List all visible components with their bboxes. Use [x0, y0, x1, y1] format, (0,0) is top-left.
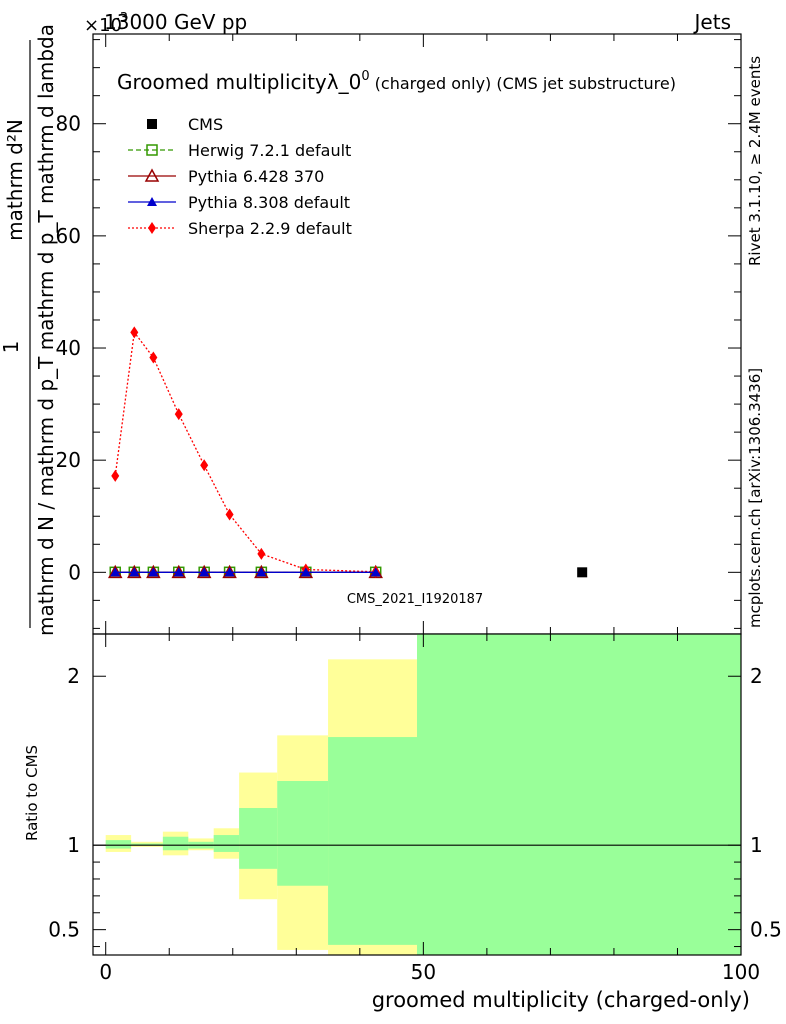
ratio-frame: [92, 633, 742, 956]
data-point-sherpa-2-2-9-default: [200, 459, 209, 472]
legend-item-herwig-7-2-1-default: Herwig 7.2.1 default: [128, 141, 351, 160]
ratio-y-tick-label-left: 0.5: [48, 918, 80, 942]
series-line-sherpa-2-2-9-default: [114, 330, 376, 573]
ratio-panel: 0 50 100 0.5 0.5 1 1 2 2: [48, 633, 782, 984]
legend-label: CMS: [188, 115, 223, 134]
ratio-band-stat-bin-7: [328, 737, 417, 945]
ratio-band-stat-bin-1: [131, 843, 163, 846]
data-point-pythia-8-308-default: [370, 567, 381, 577]
ylabel-numerator: mathrm d²N: [3, 119, 27, 241]
legend-label: Sherpa 2.2.9 default: [188, 219, 352, 238]
data-point-sherpa-2-2-9-default: [257, 547, 266, 560]
legend-marker: [147, 197, 157, 206]
legend-label: Herwig 7.2.1 default: [188, 141, 351, 160]
x-tick-label: 0: [99, 960, 112, 984]
main-y-tick-label: 0: [68, 560, 81, 584]
ratio-band-stat-bin-4: [213, 835, 240, 852]
main-panel: 0 20 40 60 80: [56, 33, 742, 635]
legend-marker: [146, 144, 158, 156]
data-point-pythia-8-308-default: [173, 567, 184, 577]
ratio-band-stat-bin-8: [417, 634, 741, 955]
main-ylabel: 1 mathrm d²N mathrm d N / mathrm d p_T m…: [0, 24, 58, 636]
data-point-pythia-8-308-default: [256, 567, 267, 577]
ratio-ylabel: Ratio to CMS: [23, 745, 41, 841]
jets-label: Jets: [693, 10, 731, 34]
mcplots-label: mcplots.cern.ch [arXiv:1306.3436]: [746, 368, 764, 628]
x-tick-label: 50: [411, 960, 436, 984]
data-point-pythia-8-308-default: [148, 567, 159, 577]
legend-item-cms: CMS: [147, 115, 223, 134]
exponent-value: -3: [115, 11, 128, 26]
legend-label: Pythia 6.428 370: [188, 167, 324, 186]
legend-marker: [147, 119, 157, 129]
legend-label: Pythia 8.308 default: [188, 193, 350, 212]
ratio-y-tick-label-left: 2: [67, 664, 80, 688]
ratio-y-tick-label-right: 1: [750, 833, 763, 857]
data-point-pythia-8-308-default: [224, 567, 235, 577]
main-y-tick-label: 20: [56, 448, 81, 472]
ratio-band-stat-bin-5: [239, 808, 278, 869]
data-point-pythia-8-308-default: [129, 567, 140, 577]
ylabel-one: 1: [0, 341, 23, 354]
data-point-pythia-8-308-default: [110, 567, 121, 577]
legend-item-pythia-8-308-default: Pythia 8.308 default: [128, 193, 350, 212]
x-tick-label: 100: [722, 960, 760, 984]
collision-energy-label: 13000 GeV pp: [104, 10, 247, 34]
ratio-y-tick-label-right: 0.5: [750, 918, 782, 942]
data-point-sherpa-2-2-9-default: [225, 508, 234, 521]
rivet-label: Rivet 3.1.10, ≥ 2.4M events: [746, 56, 764, 266]
data-point-sherpa-2-2-9-default: [149, 351, 158, 364]
ylabel-denominator: mathrm d N / mathrm d p_T mathrm d p_T m…: [34, 24, 58, 636]
data-point-pythia-8-308-default: [199, 567, 210, 577]
legend-marker: [144, 168, 160, 182]
legend-item-pythia-6-428-370: Pythia 6.428 370: [128, 167, 324, 186]
analysis-watermark: CMS_2021_I1920187: [347, 592, 483, 607]
x-axis-label: groomed multiplicity (charged-only): [372, 988, 750, 1012]
ratio-band-stat-bin-0: [105, 840, 132, 849]
legend: CMS Herwig 7.2.1 default Pythia 6.428 370 P…: [128, 115, 352, 238]
legend-marker: [148, 222, 156, 234]
main-y-tick-label: 80: [56, 112, 81, 136]
data-point-sherpa-2-2-9-default: [111, 469, 120, 482]
ratio-y-tick-label-left: 1: [67, 833, 80, 857]
ratio-y-tick-label-right: 2: [750, 664, 763, 688]
plot-title: Groomed multiplicityλ_00 (charged only) …: [117, 69, 676, 94]
ratio-band-stat-bin-2: [162, 836, 189, 851]
main-y-tick-label: 60: [56, 224, 81, 248]
legend-item-sherpa-2-2-9-default: Sherpa 2.2.9 default: [128, 219, 352, 238]
exponent-label: ×10: [84, 15, 122, 36]
data-point-pythia-8-308-default: [300, 567, 311, 577]
data-point-cms: [577, 567, 588, 578]
data-point-sherpa-2-2-9-default: [130, 326, 139, 339]
main-y-tick-label: 40: [56, 336, 81, 360]
data-point-sherpa-2-2-9-default: [174, 408, 183, 421]
ratio-band-stat-bin-6: [277, 780, 329, 886]
